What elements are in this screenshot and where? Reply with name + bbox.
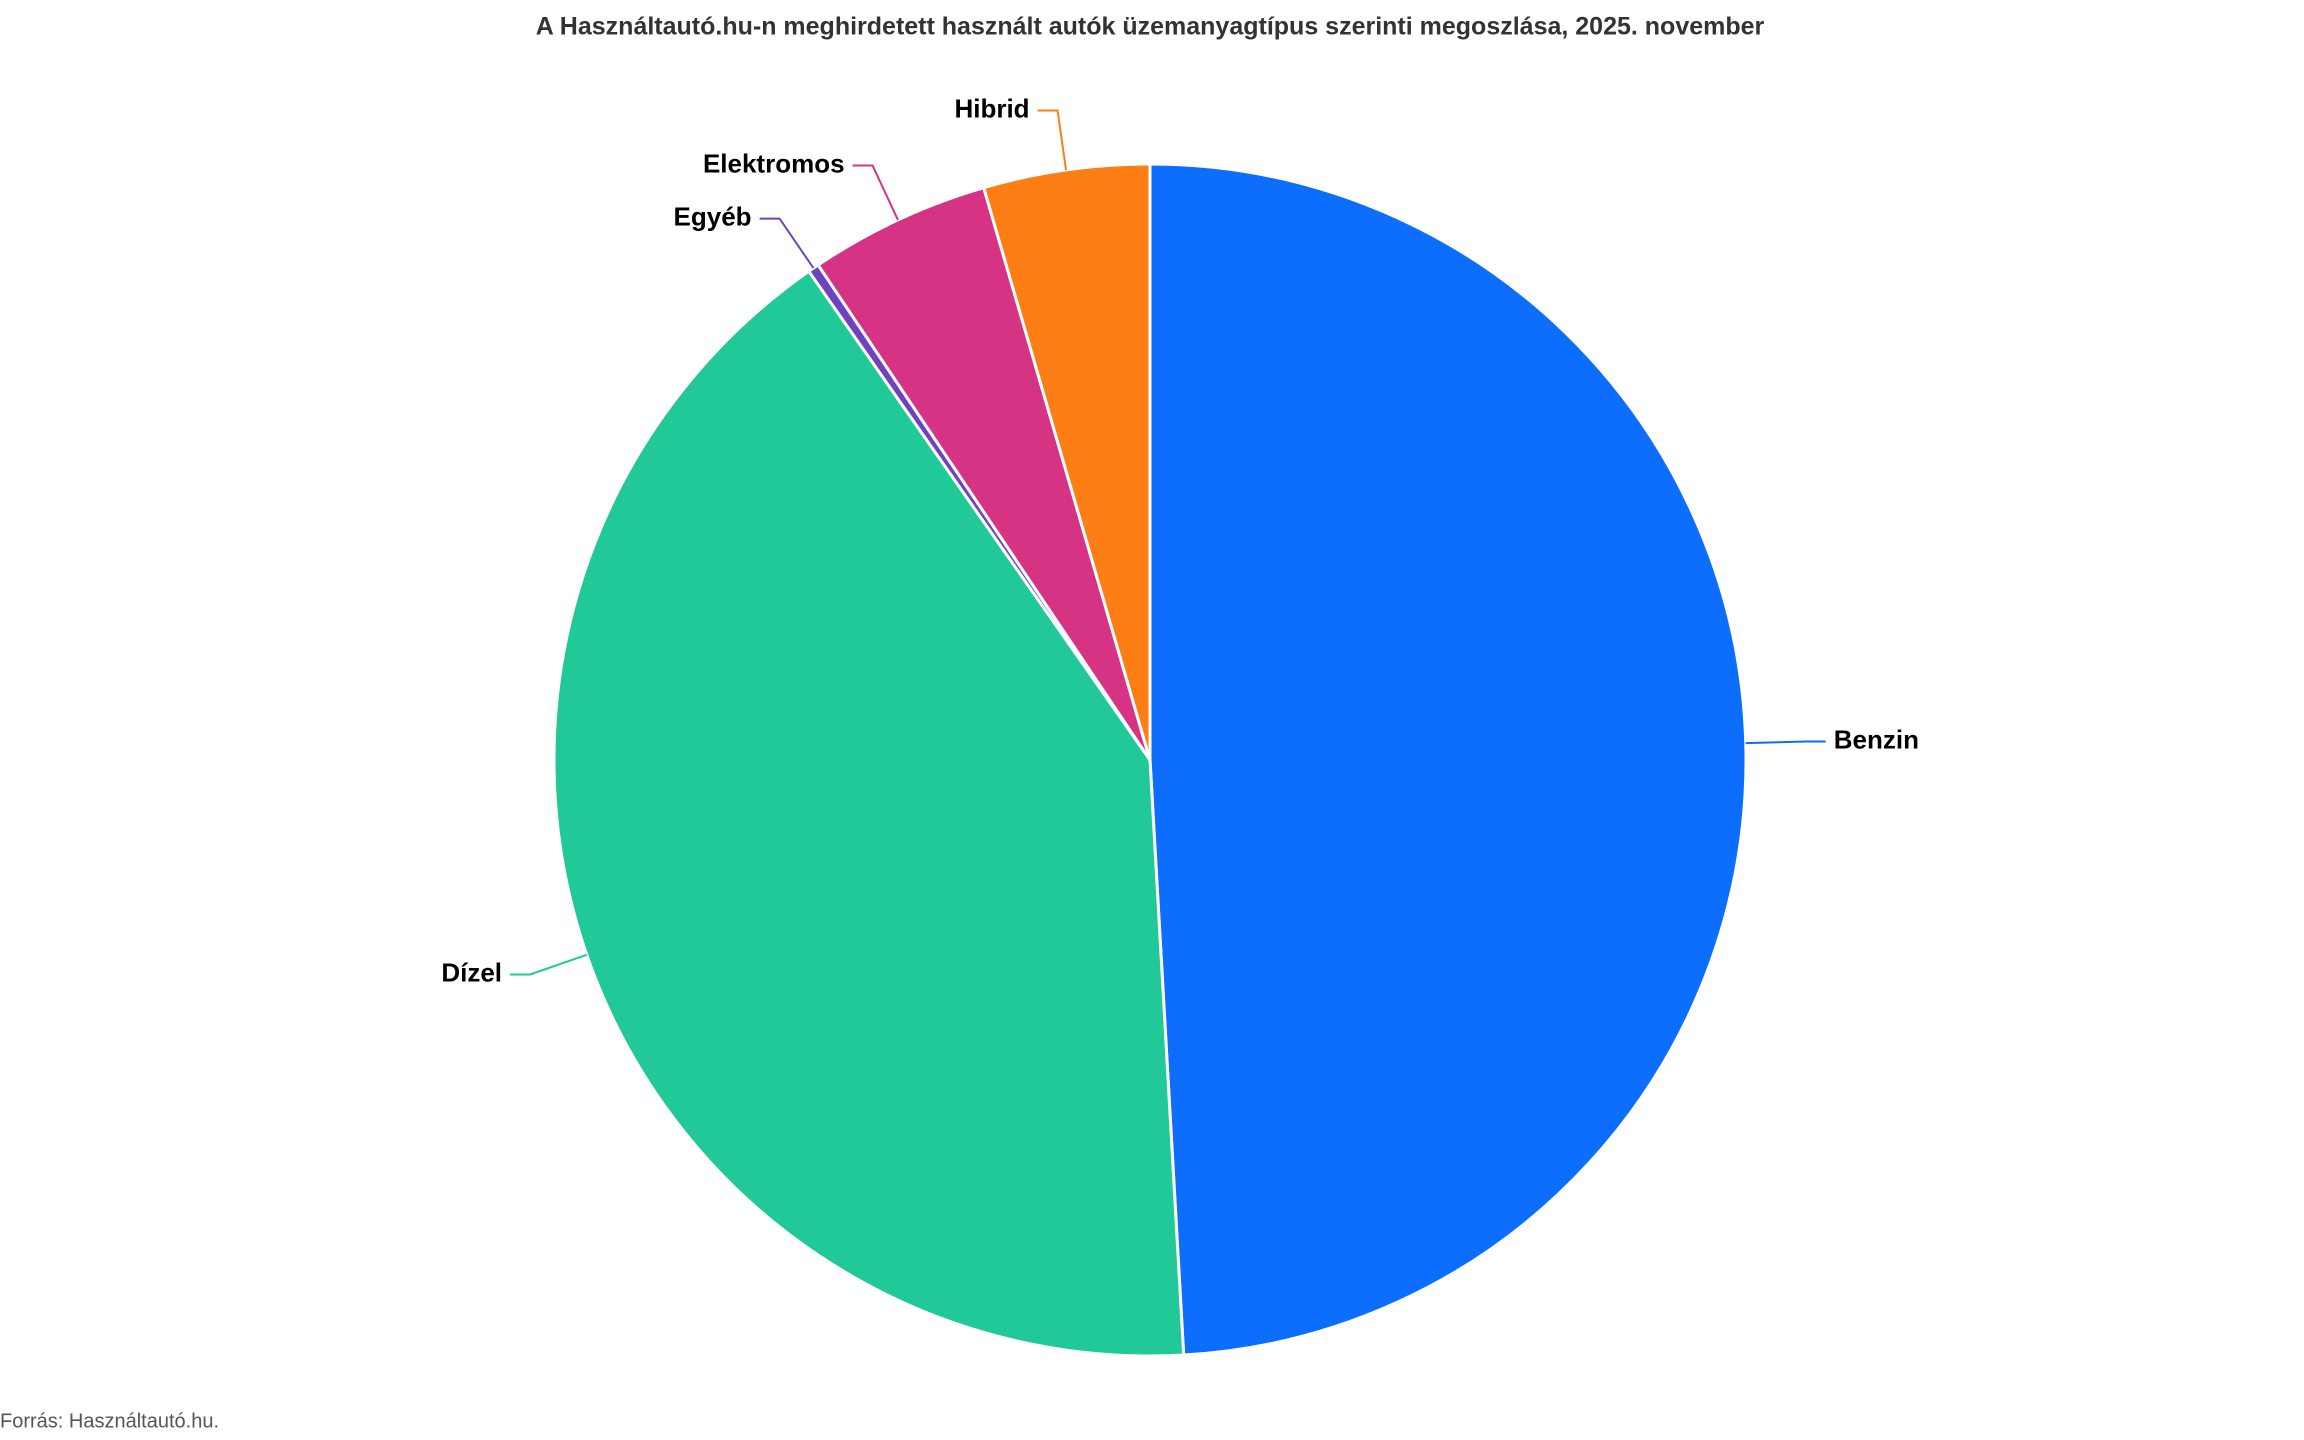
pie-slice [981, 162, 1152, 761]
pie-slice [1148, 162, 1748, 1357]
leader-line [510, 953, 588, 976]
leader-line [852, 164, 899, 221]
slice-label: Egyéb [674, 201, 752, 231]
slice-label: Dízel [441, 957, 502, 987]
pie-slice [816, 185, 1152, 761]
leader-line [1745, 740, 1826, 745]
slice-label: Benzin [1834, 724, 1919, 754]
chart-title: A Használtautó.hu-n meghirdetett használ… [536, 13, 1765, 41]
source-note: Forrás: Használtautó.hu. [0, 1410, 219, 1432]
slice-label: Elektromos [703, 148, 845, 178]
leader-line [759, 217, 815, 269]
slice-label: Hibrid [954, 93, 1029, 123]
leader-line [1037, 109, 1068, 171]
